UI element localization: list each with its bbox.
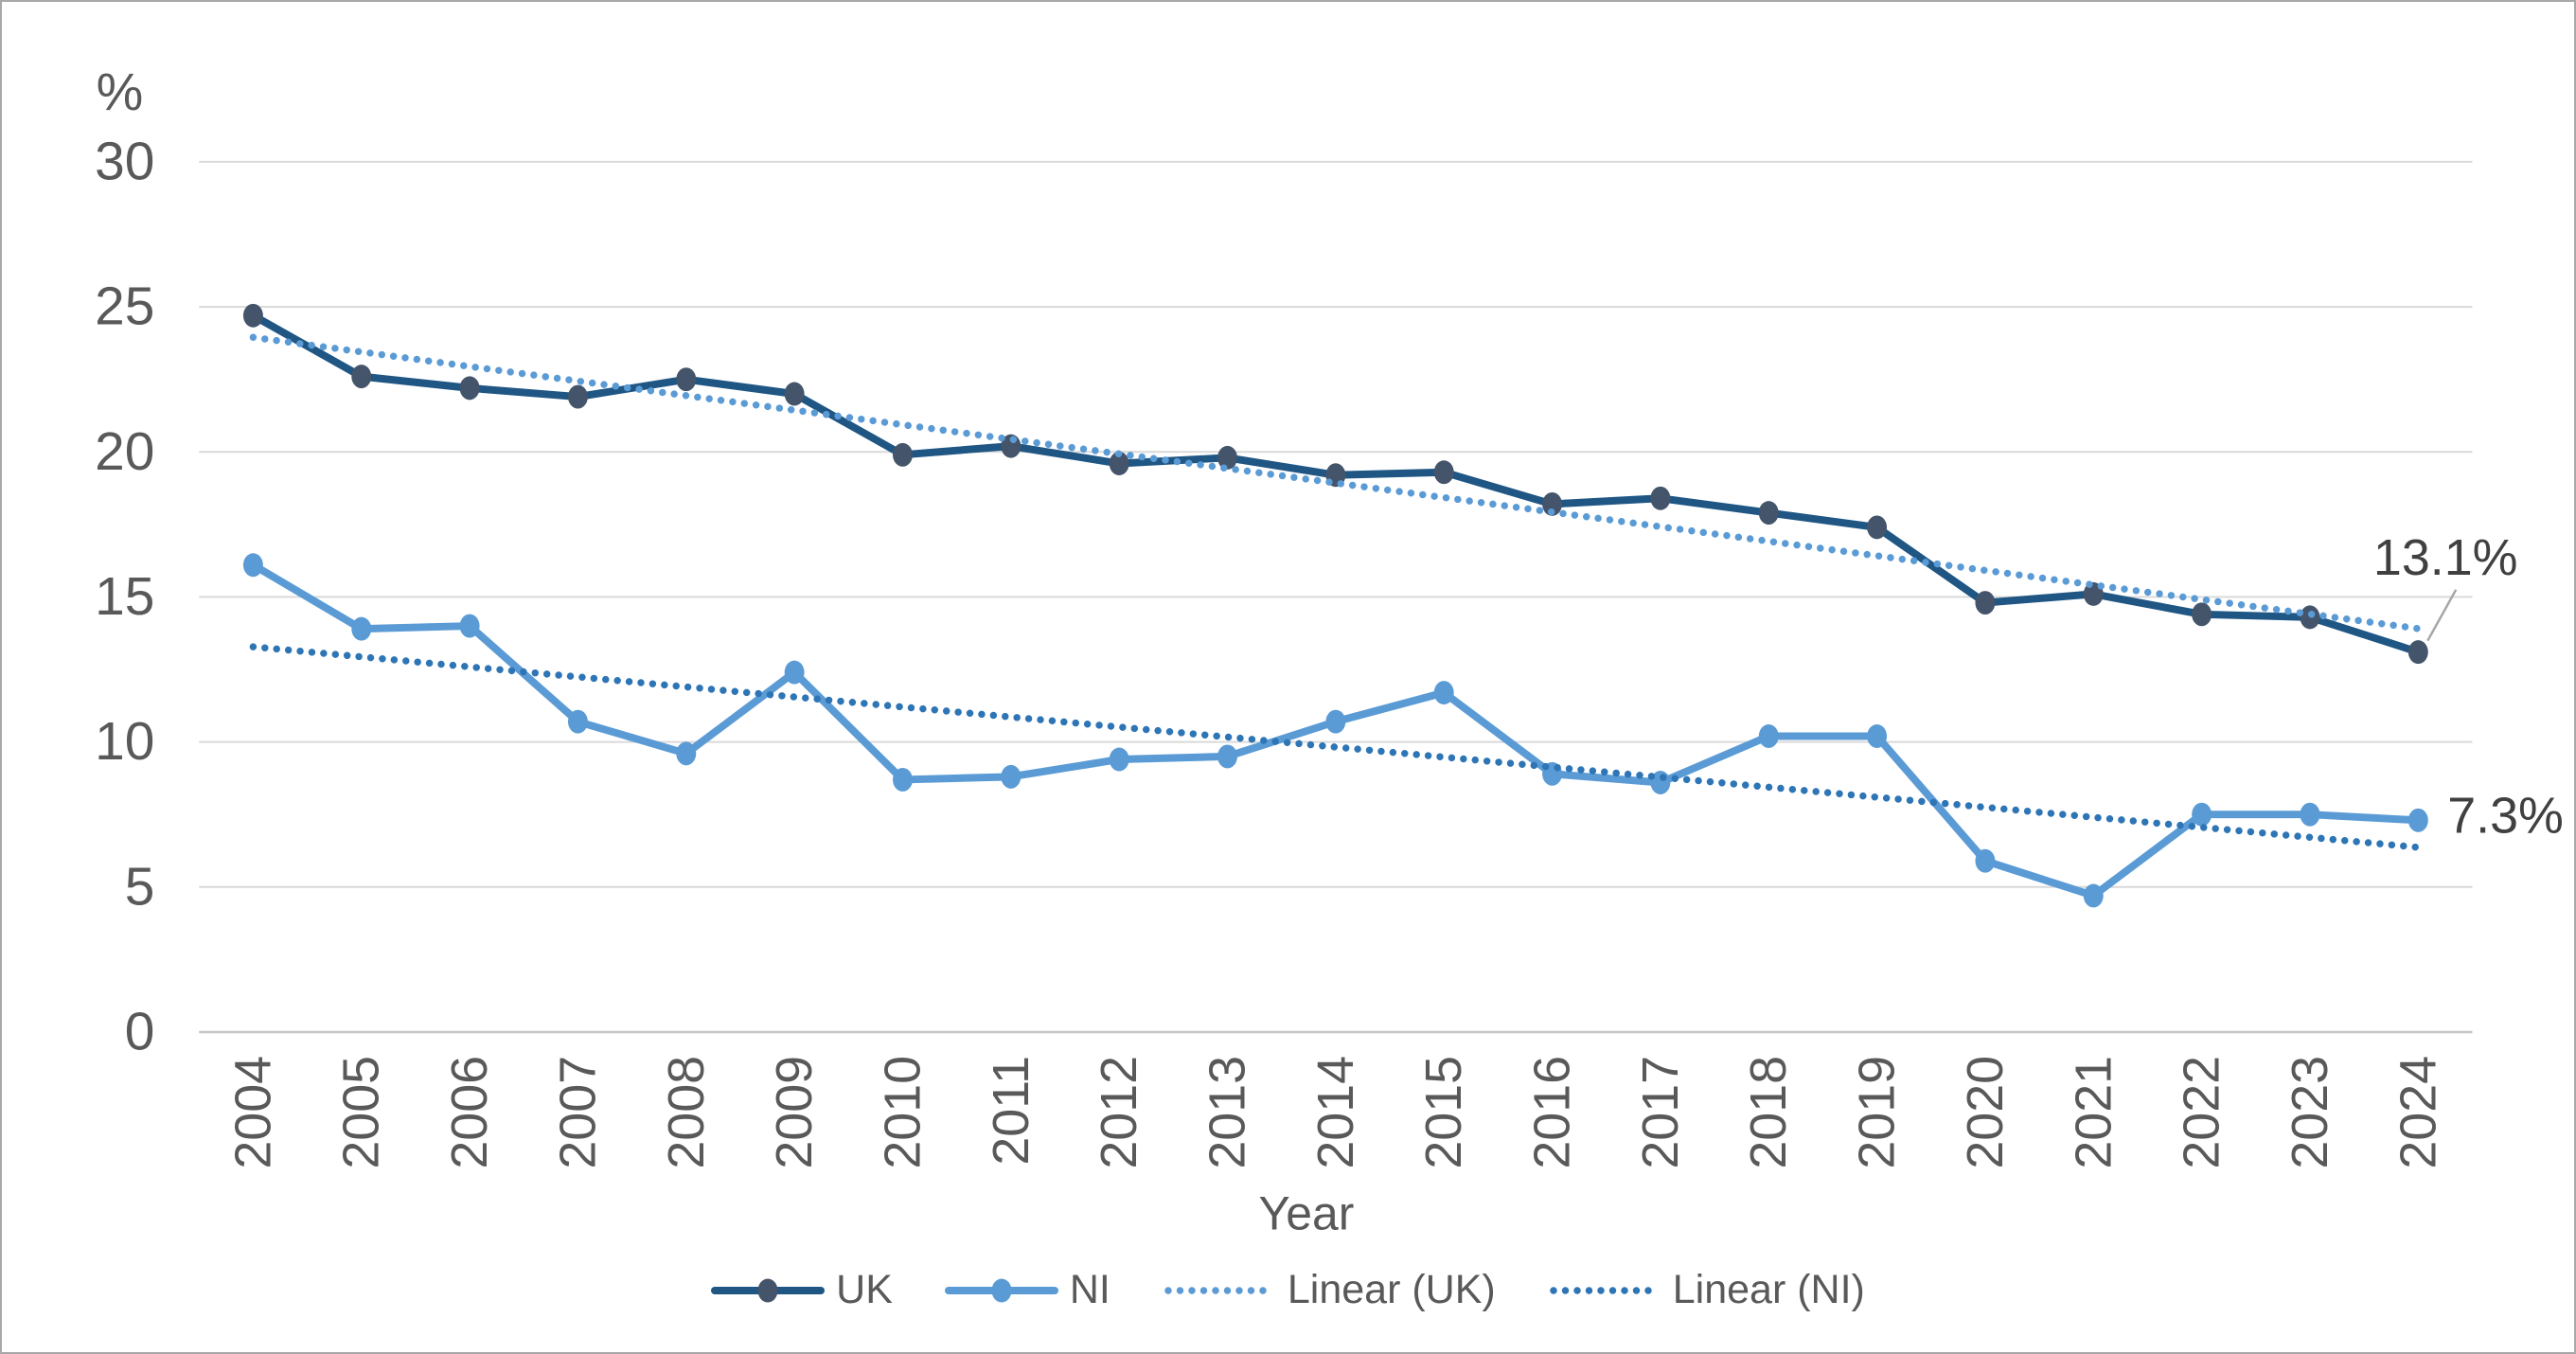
x-tick-label-2020: 2020: [1957, 1056, 2014, 1169]
linear-trend-ni: [249, 643, 2423, 851]
uk-marker-2004: [242, 303, 263, 328]
uk-marker-2024: [2407, 640, 2428, 665]
uk-marker-2017: [1650, 486, 1671, 510]
uk-label-leader-line: [2426, 589, 2458, 642]
uk-marker-2013: [1217, 445, 1237, 470]
data-labels: 13.1% 7.3%: [2373, 529, 2564, 844]
uk-swatch-marker: [757, 1278, 778, 1302]
x-tick-label-2009: 2009: [766, 1056, 823, 1169]
uk-marker-2022: [2192, 602, 2212, 627]
uk-marker-2015: [1433, 460, 1454, 485]
legend-item-ni: NI: [944, 1267, 1110, 1313]
x-tick-label-2015: 2015: [1415, 1056, 1472, 1169]
ni-swatch-marker: [991, 1278, 1012, 1302]
y-axis-tick-labels: 0 5 10 15 20 25 30: [95, 132, 154, 1061]
y-tick-label-15: 15: [95, 567, 154, 627]
x-tick-label-2018: 2018: [1740, 1056, 1797, 1169]
legend-item-linear-uk: Linear (UK): [1163, 1267, 1496, 1313]
x-tick-label-2014: 2014: [1307, 1056, 1364, 1169]
uk-line-swatch-icon: [711, 1278, 826, 1302]
ni-marker-2019: [1867, 724, 1888, 748]
ni-marker-2022: [2192, 802, 2212, 827]
uk-marker-2016: [1542, 491, 1563, 516]
ni-marker-2024: [2407, 808, 2428, 832]
x-tick-label-2012: 2012: [1091, 1056, 1147, 1169]
trend-lines: [249, 333, 2423, 851]
legend-item-uk: UK: [711, 1267, 893, 1313]
ni-marker-2023: [2300, 802, 2320, 827]
ni-marker-2005: [351, 616, 372, 641]
x-tick-label-2023: 2023: [2282, 1056, 2338, 1169]
legend-label-uk: UK: [836, 1267, 893, 1312]
ni-line-swatch-icon: [944, 1278, 1058, 1302]
uk-marker-2009: [784, 382, 805, 406]
legend-label-linear-ni: Linear (NI): [1672, 1267, 1865, 1312]
x-tick-label-2022: 2022: [2174, 1056, 2230, 1169]
x-tick-label-2006: 2006: [441, 1056, 498, 1169]
uk-marker-2008: [676, 367, 697, 392]
legend-label-linear-uk: Linear (UK): [1287, 1267, 1496, 1312]
x-tick-label-2005: 2005: [333, 1056, 390, 1169]
x-tick-label-2024: 2024: [2389, 1056, 2446, 1169]
ni-marker-2015: [1433, 681, 1454, 704]
y-tick-label-25: 25: [95, 277, 154, 337]
uk-marker-2005: [351, 365, 372, 389]
y-tick-label-30: 30: [95, 132, 154, 191]
ni-marker-2014: [1325, 709, 1346, 734]
uk-marker-2019: [1867, 515, 1888, 540]
ni-marker-2007: [567, 709, 588, 734]
ni-marker-2012: [1109, 747, 1129, 772]
uk-marker-2010: [893, 442, 913, 467]
x-axis-year-labels: 2004 2005 2006 2007 2008 2009 2010 2011 2012 2013…: [224, 1056, 2446, 1169]
uk-marker-2012: [1109, 452, 1129, 475]
uk-endpoint-value-label: 13.1%: [2373, 529, 2518, 586]
y-tick-label-5: 5: [125, 857, 155, 917]
legend-label-ni: NI: [1069, 1267, 1110, 1312]
ni-marker-2013: [1217, 744, 1237, 769]
legend: UK NI Linear (UK) Linear (NI): [2, 1267, 2574, 1313]
x-tick-label-2017: 2017: [1632, 1056, 1689, 1169]
ni-marker-2021: [2083, 883, 2104, 908]
y-tick-label-0: 0: [125, 1002, 155, 1061]
ni-marker-2010: [893, 767, 913, 792]
x-tick-label-2016: 2016: [1524, 1056, 1581, 1169]
x-tick-label-2010: 2010: [874, 1056, 931, 1169]
linear-trend-uk: [249, 333, 2423, 632]
uk-marker-2007: [567, 384, 588, 409]
legend-item-linear-ni: Linear (NI): [1548, 1267, 1865, 1313]
ni-marker-2008: [676, 741, 697, 766]
y-tick-label-20: 20: [95, 422, 154, 482]
ni-marker-2004: [242, 553, 263, 578]
x-tick-label-2021: 2021: [2065, 1056, 2122, 1169]
linear-ni-dotted-swatch-icon: [1549, 1286, 1660, 1294]
gridlines: [199, 160, 2473, 1034]
x-tick-label-2004: 2004: [224, 1056, 281, 1169]
ni-marker-2009: [784, 660, 805, 685]
data-series: [242, 303, 2428, 908]
x-tick-label-2008: 2008: [658, 1056, 715, 1169]
x-tick-label-2013: 2013: [1199, 1056, 1256, 1169]
ni-marker-2011: [1001, 764, 1022, 789]
y-tick-label-10: 10: [95, 712, 154, 772]
ni-marker-2018: [1758, 724, 1779, 748]
x-tick-label-2019: 2019: [1849, 1056, 1906, 1169]
x-tick-label-2007: 2007: [549, 1056, 606, 1169]
linear-uk-dotted-swatch-icon: [1164, 1286, 1274, 1294]
uk-marker-2020: [1975, 591, 1996, 615]
uk-marker-2018: [1758, 501, 1779, 526]
ni-marker-2006: [459, 614, 480, 638]
x-axis-title: Year: [1259, 1186, 1355, 1239]
ni-endpoint-value-label: 7.3%: [2447, 787, 2564, 844]
y-axis-unit-label: %: [97, 62, 144, 121]
x-tick-label-2011: 2011: [983, 1056, 1039, 1166]
ni-marker-2020: [1975, 848, 1996, 873]
uk-marker-2006: [459, 376, 480, 401]
